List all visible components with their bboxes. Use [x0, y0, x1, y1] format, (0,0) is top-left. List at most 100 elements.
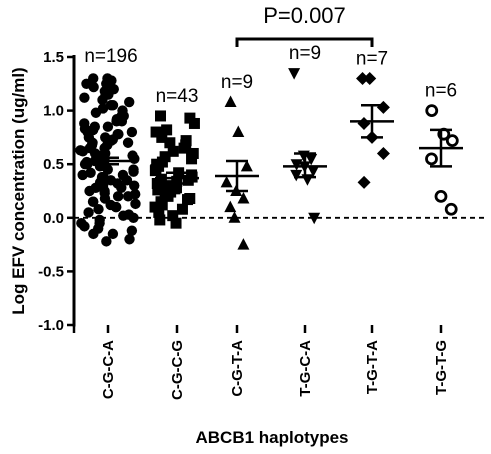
- data-point: [182, 174, 194, 186]
- data-point: [167, 210, 179, 222]
- data-point: [102, 121, 114, 132]
- data-point: [99, 187, 110, 199]
- data-point: [425, 104, 439, 117]
- category-label: C-G-C-A: [100, 340, 117, 399]
- category-label: T-G-T-A: [364, 340, 381, 394]
- data-point: [117, 169, 129, 181]
- category-label: C-G-T-A: [229, 340, 246, 397]
- data-point: [220, 175, 233, 188]
- data-point: [240, 159, 253, 172]
- data-point: [356, 71, 370, 85]
- data-point: [178, 142, 190, 154]
- data-point: [151, 177, 163, 189]
- data-point: [308, 212, 321, 225]
- data-point: [76, 217, 87, 229]
- data-point: [434, 189, 448, 203]
- data-point: [129, 180, 140, 191]
- y-tick-label: 0.5: [43, 156, 64, 173]
- data-point: [150, 126, 162, 138]
- data-point: [376, 100, 390, 114]
- data-point: [79, 123, 91, 135]
- data-point: [186, 153, 198, 165]
- data-point: [182, 194, 194, 206]
- data-point: [83, 207, 94, 218]
- data-point: [93, 204, 104, 215]
- y-tick-label: -0.5: [38, 263, 64, 280]
- data-point: [376, 146, 390, 160]
- y-axis-title: Log EFV concentration (ug/ml): [9, 67, 28, 314]
- data-point: [162, 190, 174, 202]
- data-point: [75, 145, 86, 156]
- data-point: [101, 78, 112, 90]
- data-point: [99, 142, 110, 154]
- n-label: n=7: [356, 48, 388, 69]
- data-point: [167, 145, 179, 157]
- data-point: [237, 238, 250, 250]
- data-point: [164, 137, 176, 149]
- data-point: [363, 71, 377, 85]
- data-point: [116, 182, 127, 193]
- data-point: [92, 223, 104, 234]
- data-point: [232, 125, 245, 138]
- data-point: [88, 81, 99, 93]
- data-point: [155, 110, 167, 122]
- data-point: [130, 198, 141, 210]
- category-label: T-G-T-G: [433, 340, 450, 395]
- data-point: [85, 167, 96, 178]
- y-tick-label: 0.0: [43, 210, 64, 227]
- data-point: [307, 165, 320, 178]
- data-point: [124, 234, 135, 245]
- n-label: n=9: [289, 43, 321, 64]
- category-label: T-G-C-A: [297, 340, 314, 397]
- mean-sem-bars: [82, 103, 463, 193]
- category-label: C-G-C-G: [169, 340, 186, 400]
- data-point: [107, 228, 119, 240]
- data-point: [290, 169, 303, 182]
- data-point: [357, 116, 371, 130]
- data-point: [100, 89, 111, 100]
- data-point: [152, 184, 164, 196]
- data-point: [156, 131, 168, 143]
- data-point: [101, 236, 112, 247]
- data-point: [123, 209, 135, 220]
- n-label: n=196: [84, 46, 137, 67]
- data-point: [116, 116, 128, 127]
- n-label: n=43: [156, 86, 199, 107]
- data-point: [86, 139, 98, 151]
- group-labels: n=196 C-G-C-A n=43 C-G-C-G n=9 C-G-T-A n=9 T-G-…: [84, 43, 457, 400]
- data-point: [88, 196, 99, 207]
- n-label: n=9: [221, 72, 253, 93]
- y-tick-label: 1.0: [43, 103, 64, 120]
- y-tick-label: 1.5: [43, 49, 64, 66]
- data-point: [79, 92, 90, 103]
- y-tick-label: -1.0: [38, 317, 64, 334]
- data-point: [445, 134, 459, 148]
- data-point: [112, 191, 124, 202]
- axes: Log EFV concentration (ug/ml) ABCB1 hapl…: [9, 49, 443, 447]
- data-point: [126, 126, 138, 138]
- data-point: [105, 100, 117, 111]
- data-point: [224, 95, 237, 108]
- data-point: [170, 217, 182, 229]
- data-point: [126, 225, 138, 236]
- data-point: [444, 202, 458, 216]
- data-point: [224, 200, 237, 213]
- data-point: [89, 121, 100, 132]
- data-point: [124, 96, 135, 108]
- data-point: [107, 134, 119, 145]
- data-point: [108, 83, 119, 95]
- significance-label: P=0.007: [263, 3, 346, 28]
- data-point: [84, 185, 95, 197]
- n-label: n=6: [425, 81, 457, 102]
- data-point: [110, 201, 122, 213]
- data-point: [288, 68, 301, 80]
- data-point: [94, 177, 106, 188]
- data-point: [128, 166, 139, 177]
- data-point: [169, 183, 181, 195]
- significance-bracket: [235, 37, 374, 47]
- x-axis-title: ABCB1 haplotypes: [195, 428, 348, 447]
- data-point: [153, 206, 165, 218]
- data-point: [425, 152, 438, 166]
- data-point: [161, 180, 173, 192]
